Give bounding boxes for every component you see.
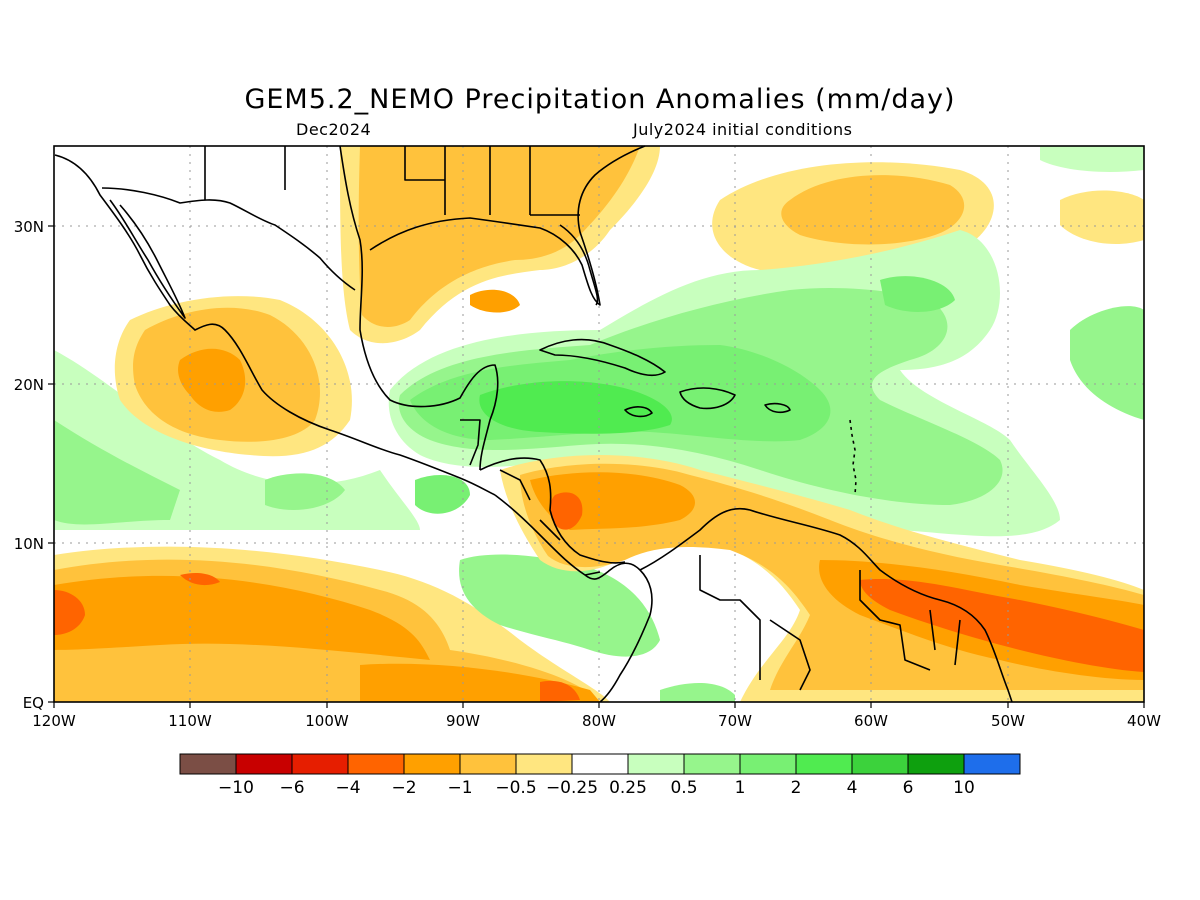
y-tick-label: 30N bbox=[14, 218, 44, 236]
coastlines bbox=[54, 145, 1013, 703]
colorbar-label: −0.5 bbox=[495, 778, 536, 798]
y-tick-label: 20N bbox=[14, 376, 44, 394]
florida bbox=[559, 224, 599, 306]
baja-coast bbox=[109, 199, 186, 319]
colorbar-label: −0.25 bbox=[546, 778, 598, 798]
x-tick-label: 110W bbox=[168, 712, 212, 730]
colorbar-swatch bbox=[627, 753, 685, 775]
us-mexico-border bbox=[101, 187, 356, 291]
initial-conditions: July2024 initial conditions bbox=[633, 120, 853, 139]
colorbar-swatch bbox=[347, 753, 405, 775]
x-tick-label: 70W bbox=[718, 712, 752, 730]
colorbar-swatch bbox=[963, 753, 1021, 775]
graticule bbox=[54, 146, 1144, 702]
colorbar-swatch bbox=[459, 753, 517, 775]
colorbar-label: 1 bbox=[735, 778, 746, 798]
ca-country-borders bbox=[460, 419, 961, 691]
x-tick-label: 100W bbox=[305, 712, 349, 730]
y-tick-label: 10N bbox=[14, 535, 44, 553]
colorbar-label: −1 bbox=[447, 778, 472, 798]
cuba bbox=[539, 338, 666, 377]
colorbar-swatch bbox=[907, 753, 965, 775]
us-gulf-coast bbox=[369, 145, 646, 306]
map-title: GEM5.2_NEMO Precipitation Anomalies (mm/… bbox=[244, 84, 956, 115]
colorbar-label: 2 bbox=[791, 778, 802, 798]
colorbar-swatch bbox=[403, 753, 461, 775]
colorbar-label: 10 bbox=[953, 778, 975, 798]
y-tick-label: EQ bbox=[23, 694, 44, 712]
puerto-rico bbox=[764, 402, 791, 414]
x-tick-label: 60W bbox=[854, 712, 888, 730]
colorbar-label: −4 bbox=[335, 778, 360, 798]
lesser-antilles bbox=[849, 419, 857, 496]
anomaly-field bbox=[54, 146, 1144, 702]
jamaica bbox=[624, 406, 653, 418]
colorbar-swatch bbox=[235, 753, 293, 775]
colorbar-swatch bbox=[179, 753, 237, 775]
x-tick-label: 40W bbox=[1127, 712, 1161, 730]
colorbar-label: 0.25 bbox=[609, 778, 647, 798]
mexico-coast bbox=[54, 154, 496, 496]
x-tick-label: 90W bbox=[446, 712, 480, 730]
colorbar-swatch bbox=[739, 753, 797, 775]
forecast-month: Dec2024 bbox=[296, 120, 372, 139]
colorbar-swatch bbox=[795, 753, 853, 775]
x-tick-label: 80W bbox=[582, 712, 616, 730]
colorbar-label: 4 bbox=[847, 778, 858, 798]
colorbar-label: −2 bbox=[391, 778, 416, 798]
gulf-coast bbox=[339, 145, 499, 471]
colorbar-label: −10 bbox=[218, 778, 254, 798]
colorbar: −10 −6 −4 −2 −1 −0.5 −0.25 0.25 0.5 1 2 4 6 10 bbox=[179, 753, 1021, 798]
hispaniola bbox=[679, 387, 736, 410]
x-tick-label: 120W bbox=[32, 712, 76, 730]
us-state-lines bbox=[204, 146, 580, 216]
colorbar-swatch bbox=[291, 753, 349, 775]
south-america-north-coast bbox=[639, 508, 1013, 703]
x-tick-label: 50W bbox=[991, 712, 1025, 730]
colorbar-swatch bbox=[515, 753, 573, 775]
axis-ticks bbox=[48, 225, 1145, 708]
colorbar-label: 0.5 bbox=[670, 778, 697, 798]
colorbar-swatch bbox=[683, 753, 741, 775]
colorbar-swatch bbox=[851, 753, 909, 775]
colorbar-label: −6 bbox=[279, 778, 304, 798]
caribbean-coast-ca bbox=[479, 457, 626, 564]
colorbar-swatch bbox=[571, 753, 629, 775]
central-america-coast bbox=[494, 494, 653, 703]
colorbar-label: 6 bbox=[903, 778, 914, 798]
